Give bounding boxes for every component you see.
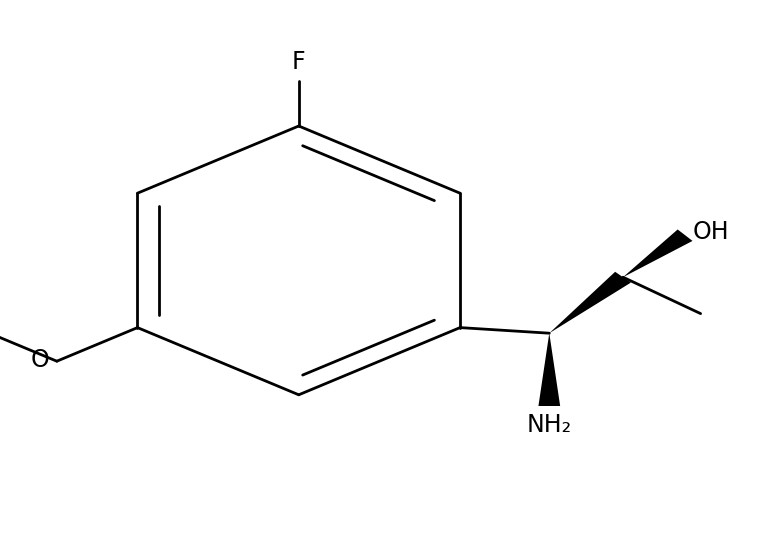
Text: OH: OH	[693, 221, 729, 244]
Text: F: F	[292, 50, 306, 74]
Polygon shape	[539, 333, 560, 406]
Polygon shape	[549, 272, 631, 333]
Polygon shape	[623, 230, 692, 277]
Text: O: O	[30, 348, 49, 372]
Text: NH₂: NH₂	[527, 413, 572, 437]
